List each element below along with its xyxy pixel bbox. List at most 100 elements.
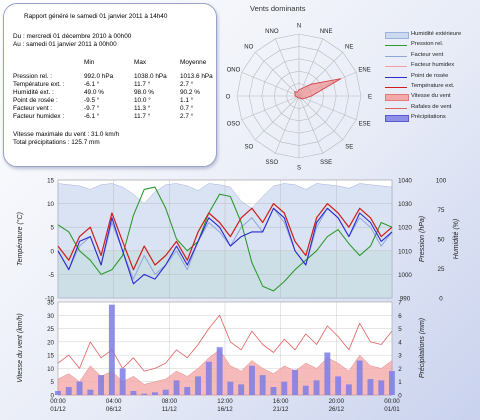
rose-direction-label: O xyxy=(226,95,231,101)
rose-direction-label: SO xyxy=(244,145,253,151)
legend-swatch xyxy=(385,76,407,78)
row-avg: 1.1 ° xyxy=(180,97,194,104)
precip-bar xyxy=(227,381,234,395)
legend-swatch xyxy=(385,94,409,102)
rose-grid-spoke xyxy=(298,95,357,121)
humidity-tick-label: 75 xyxy=(438,207,445,214)
legend-label: Température ext. xyxy=(411,82,455,89)
temp-axis-title: Température (°C) xyxy=(16,212,24,266)
time-tick-label: 00:00 xyxy=(384,398,400,405)
precip-bar xyxy=(65,387,72,395)
col-header-avg: Moyenne xyxy=(180,59,207,66)
precip-bar xyxy=(184,387,191,395)
humidity-axis-title: Humidité (%) xyxy=(453,219,460,259)
row-label: Pression rel. : xyxy=(13,73,53,80)
temp-tick-label: 10 xyxy=(47,201,54,208)
precip-bar xyxy=(216,347,223,395)
temp-tick-label: 15 xyxy=(47,178,54,185)
precip-tick-label: 7 xyxy=(398,300,402,307)
row-avg: 2.7 ° xyxy=(180,113,194,120)
wind-tick-label: 25 xyxy=(47,326,54,333)
row-max: 98.0 % xyxy=(134,89,154,96)
row-max: 11.7 ° xyxy=(134,113,151,120)
time-tick-label: 04:00 xyxy=(106,398,122,405)
precip-bar xyxy=(55,391,61,395)
rose-direction-label: SE xyxy=(345,145,353,151)
precip-tick-label: 0 xyxy=(398,393,402,400)
row-avg: 0.7 ° xyxy=(180,105,194,112)
rose-grid-spoke xyxy=(254,95,300,141)
precip-bar xyxy=(195,376,201,395)
precip-bar xyxy=(173,380,180,395)
precip-bar xyxy=(205,361,212,395)
legend-label: Pression rel. xyxy=(411,41,444,48)
legend-label: Point de rosée xyxy=(411,72,449,79)
wind-tick-label: 35 xyxy=(47,300,54,307)
precip-tick-label: 6 xyxy=(398,313,402,320)
pressure-tick-label: 1020 xyxy=(398,225,412,232)
wind-tick-label: 20 xyxy=(47,339,54,346)
rose-grid-spoke xyxy=(241,95,300,121)
legend-swatch xyxy=(385,45,407,47)
report-period-to: Au : samedi 01 janvier 2011 à 00h00 xyxy=(13,41,117,48)
legend-label: Facteur vent xyxy=(411,51,444,58)
wind-tick-label: 10 xyxy=(47,366,54,373)
rose-direction-label: NE xyxy=(345,44,353,50)
row-min: 992.0 hPa xyxy=(84,73,114,80)
row-label: Point de rosée : xyxy=(13,97,58,104)
precip-axis-title: Précipitations (mm) xyxy=(419,318,426,378)
precip-bar xyxy=(345,384,352,395)
precip-bar xyxy=(378,380,385,395)
precip-bar xyxy=(313,380,320,395)
precip-bar xyxy=(238,384,245,395)
date-tick-label: 01/01 xyxy=(384,406,400,413)
rose-direction-label: NNO xyxy=(265,29,279,35)
legend-swatch xyxy=(385,66,407,68)
wind-speed-area xyxy=(57,349,393,396)
chart-legend: Humidité extérieure Pression rel. Facteu… xyxy=(385,30,477,124)
legend-swatch xyxy=(385,55,407,57)
rose-direction-label: NNE xyxy=(320,29,333,35)
time-tick-label: 08:00 xyxy=(162,398,178,405)
row-min: -6.1 ° xyxy=(84,113,100,120)
row-avg: 2.7 ° xyxy=(180,81,194,88)
date-tick-label: 06/12 xyxy=(106,406,122,413)
rose-direction-label: SSO xyxy=(265,160,278,166)
row-max: 11.3 ° xyxy=(134,105,151,112)
precip-bar xyxy=(141,393,148,395)
precip-bar xyxy=(152,392,158,395)
precip-tick-label: 2 xyxy=(398,366,402,373)
rose-direction-label: ENE xyxy=(358,67,370,73)
rose-direction-label: E xyxy=(368,95,372,101)
legend-item-pressure: Pression rel. xyxy=(385,40,477,50)
date-tick-label: 11/12 xyxy=(162,406,178,413)
time-tick-label: 20:00 xyxy=(329,398,345,405)
legend-swatch xyxy=(385,107,407,109)
rose-grid-spoke xyxy=(298,38,324,97)
precip-tick-label: 3 xyxy=(398,353,402,360)
row-min: -9.5 ° xyxy=(84,97,100,104)
row-label: Humidité ext. : xyxy=(13,89,54,96)
wind-tick-label: 30 xyxy=(47,313,54,320)
max-wind-text: Vitesse maximale du vent : 31.0 km/h xyxy=(13,131,120,138)
pressure-line xyxy=(57,186,393,292)
legend-item-temperature: Température ext. xyxy=(385,82,477,92)
temp-tick-label: 5 xyxy=(51,225,55,232)
humidity-tick-label: 50 xyxy=(438,237,445,244)
time-tick-label: 12:00 xyxy=(217,398,233,405)
col-header-max: Max xyxy=(134,59,147,66)
wind-tick-label: 15 xyxy=(47,353,54,360)
precip-bar xyxy=(249,365,255,395)
row-avg: 1013.6 hPa xyxy=(180,73,213,80)
precip-bar xyxy=(87,389,94,395)
date-tick-label: 21/12 xyxy=(273,406,289,413)
legend-swatch xyxy=(385,32,409,39)
wind-precip-chart: 0 5 10 15 20 25 30 35 0 1 2 3 4 5 6 7 Vitesse du vent (k… xyxy=(17,300,426,414)
time-tick-label: 16:00 xyxy=(273,398,289,405)
precip-bar xyxy=(259,375,266,395)
date-tick-label: 16/12 xyxy=(217,406,233,413)
rose-grid-spoke xyxy=(274,38,300,97)
humidity-tick-label: 100 xyxy=(436,178,447,185)
temperature-line xyxy=(57,203,393,271)
